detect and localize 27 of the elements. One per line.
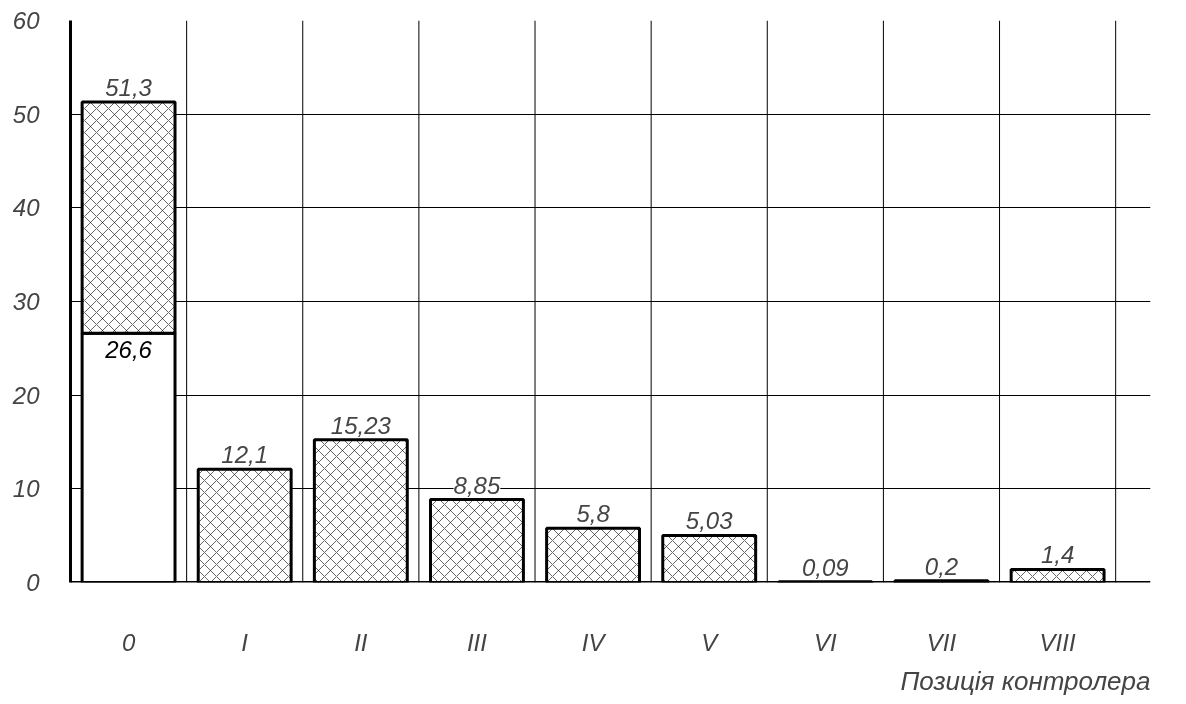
x-tick-label: II bbox=[354, 628, 368, 656]
x-tick-label: 0 bbox=[121, 628, 136, 656]
total-label: 0,09 bbox=[801, 553, 849, 581]
x-tick-label: IV bbox=[581, 628, 607, 656]
x-tick-label: I bbox=[241, 628, 249, 656]
y-tick-label: 50 bbox=[12, 100, 41, 128]
total-label: 5,03 bbox=[685, 507, 734, 535]
x-tick-label: VI bbox=[814, 628, 838, 656]
x-tick-label: VIII bbox=[1039, 628, 1076, 656]
y-tick-label: 60 bbox=[12, 7, 41, 34]
data-label: 26,6 bbox=[104, 336, 153, 364]
x-tick-label: III bbox=[466, 628, 488, 656]
total-label: 8,85 bbox=[453, 471, 501, 499]
y-tick-label: 20 bbox=[11, 381, 41, 409]
y-tick-label: 30 bbox=[12, 288, 41, 315]
total-label: 1,4 bbox=[1040, 541, 1075, 569]
x-tick-label: VII bbox=[926, 628, 957, 656]
total-label: 15,23 bbox=[330, 411, 392, 439]
total-label: 5,8 bbox=[576, 500, 611, 528]
y-tick-label: 0 bbox=[26, 569, 41, 596]
total-label: 51,3 bbox=[105, 73, 153, 101]
total-label: 0,2 bbox=[924, 552, 959, 580]
total-label: 12,1 bbox=[221, 441, 269, 469]
x-axis-title: Позиція контролера bbox=[900, 665, 1151, 696]
x-tick-label: V bbox=[701, 628, 720, 656]
y-tick-label: 40 bbox=[12, 194, 41, 222]
y-tick-label: 10 bbox=[12, 475, 41, 503]
